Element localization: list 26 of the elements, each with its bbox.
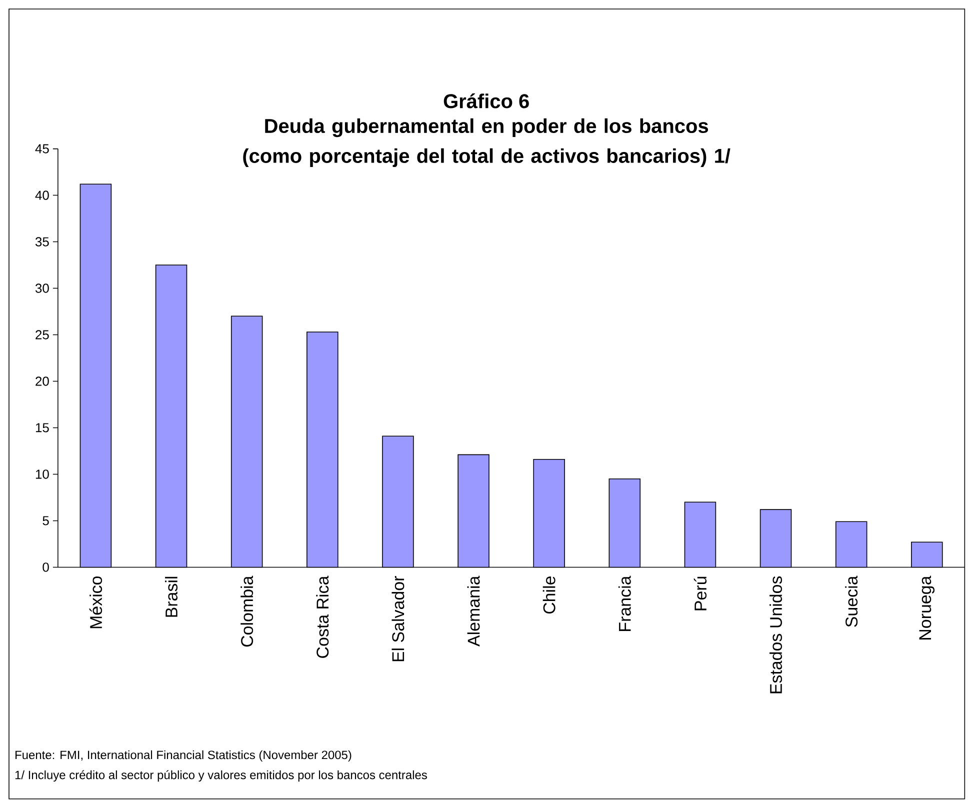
x-tick-label: Estados Unidos xyxy=(770,576,782,694)
x-tick-label: México xyxy=(89,576,102,628)
y-tick-label: 45 xyxy=(35,144,49,154)
y-tick-label: 15 xyxy=(36,423,49,432)
x-tick-label: Colombia xyxy=(240,576,254,647)
text: 1/ Incluye crédito al sector público y valores emitidos por los bancos centrales xyxy=(15,770,427,782)
chart-subtitle: Deuda gubernamental en poder de los bancos (como porcentaje del total de activos bancarios) 1/ xyxy=(243,118,730,167)
x-tick-label: Chile xyxy=(542,576,556,614)
chart-title: Gráfico 6 xyxy=(444,93,529,108)
y-tick-label: 5 xyxy=(42,516,49,526)
y-tick-label: 35 xyxy=(35,237,49,246)
y-tick-label: 40 xyxy=(35,190,49,200)
source-note: Fuente: FMI, International Financial Statistics (November 2005) xyxy=(16,750,352,762)
x-tick-label: Francia xyxy=(618,576,631,631)
x-tick-label: Brasil xyxy=(165,576,178,617)
x-tick-label: Suecia xyxy=(845,576,858,627)
x-tick-label: Alemania xyxy=(467,576,480,647)
x-tick-label: Costa Rica xyxy=(316,576,329,658)
y-tick-label: 10 xyxy=(36,470,49,479)
y-tick-label: 0 xyxy=(42,562,49,572)
y-tick-label: 25 xyxy=(36,330,49,340)
y-tick-label: 20 xyxy=(36,376,49,386)
y-tick-label: 30 xyxy=(35,284,49,293)
x-tick-label: Perú xyxy=(694,576,707,610)
x-tick-label: Noruega xyxy=(919,576,934,640)
x-tick-label: El Salvador xyxy=(392,576,404,662)
